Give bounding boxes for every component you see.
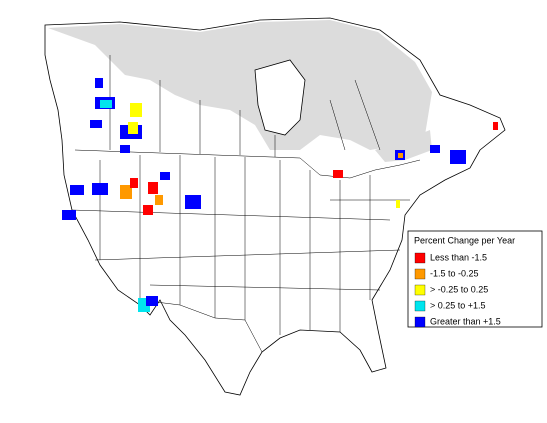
legend-title: Percent Change per Year bbox=[414, 235, 515, 245]
legend-swatch bbox=[414, 268, 426, 280]
legend-label: -1.5 to -0.25 bbox=[430, 268, 479, 278]
legend-box bbox=[407, 230, 543, 328]
legend: Percent Change per Year Less than -1.5 -1… bbox=[407, 230, 543, 328]
legend-label: Less than -1.5 bbox=[430, 252, 487, 262]
patch bbox=[148, 182, 158, 194]
legend-label: > -0.25 to 0.25 bbox=[430, 284, 488, 294]
legend-swatch bbox=[414, 252, 426, 264]
hudson-bay bbox=[254, 59, 306, 136]
patch bbox=[100, 100, 112, 108]
patch bbox=[185, 195, 201, 209]
patch bbox=[146, 296, 158, 306]
patch bbox=[62, 210, 76, 220]
observations bbox=[62, 78, 498, 312]
legend-label: Greater than +1.5 bbox=[430, 316, 501, 326]
northern-region bbox=[48, 20, 432, 150]
patch bbox=[130, 178, 138, 188]
legend-swatch bbox=[414, 300, 426, 312]
patch bbox=[128, 122, 138, 134]
patch bbox=[70, 185, 84, 195]
patch bbox=[95, 78, 103, 88]
patch bbox=[430, 145, 440, 153]
legend-label: > 0.25 to +1.5 bbox=[430, 300, 486, 310]
patch bbox=[396, 200, 400, 208]
patch bbox=[120, 145, 130, 153]
patch bbox=[398, 153, 403, 158]
patch bbox=[130, 103, 142, 117]
legend-swatch bbox=[414, 284, 426, 296]
patch bbox=[493, 122, 498, 130]
quebec-region bbox=[375, 130, 432, 162]
patch bbox=[160, 172, 170, 180]
patch bbox=[90, 120, 102, 128]
patch bbox=[333, 170, 343, 178]
patch bbox=[450, 150, 466, 164]
patch bbox=[155, 195, 163, 205]
patch bbox=[143, 205, 153, 215]
patch bbox=[92, 183, 108, 195]
legend-swatch bbox=[414, 316, 426, 328]
patch bbox=[120, 185, 132, 199]
